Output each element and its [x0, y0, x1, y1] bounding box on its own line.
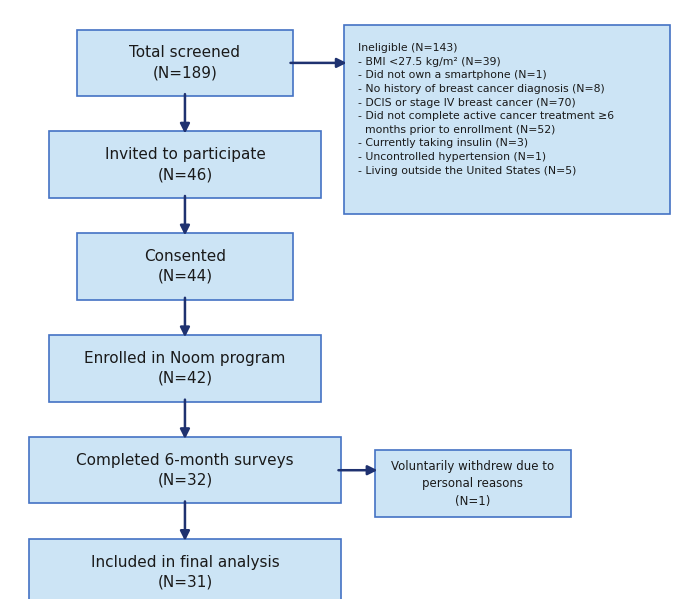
FancyBboxPatch shape	[49, 335, 321, 401]
Text: Included in final analysis
(N=31): Included in final analysis (N=31)	[90, 555, 279, 589]
FancyBboxPatch shape	[344, 25, 670, 214]
FancyBboxPatch shape	[49, 132, 321, 198]
Text: Ineligible (N=143)
- BMI <27.5 kg/m² (N=39)
- Did not own a smartphone (N=1)
- N: Ineligible (N=143) - BMI <27.5 kg/m² (N=…	[358, 43, 614, 176]
FancyBboxPatch shape	[29, 437, 341, 503]
Text: Completed 6-month surveys
(N=32): Completed 6-month surveys (N=32)	[76, 453, 294, 488]
Text: Invited to participate
(N=46): Invited to participate (N=46)	[105, 147, 265, 182]
Text: Enrolled in Noom program
(N=42): Enrolled in Noom program (N=42)	[84, 351, 286, 386]
FancyBboxPatch shape	[29, 539, 341, 599]
Text: Total screened
(N=189): Total screened (N=189)	[129, 46, 240, 80]
Text: Voluntarily withdrew due to
personal reasons
(N=1): Voluntarily withdrew due to personal rea…	[391, 459, 554, 508]
FancyBboxPatch shape	[77, 29, 293, 96]
FancyBboxPatch shape	[375, 450, 571, 517]
Text: Consented
(N=44): Consented (N=44)	[144, 249, 226, 284]
FancyBboxPatch shape	[77, 233, 293, 300]
